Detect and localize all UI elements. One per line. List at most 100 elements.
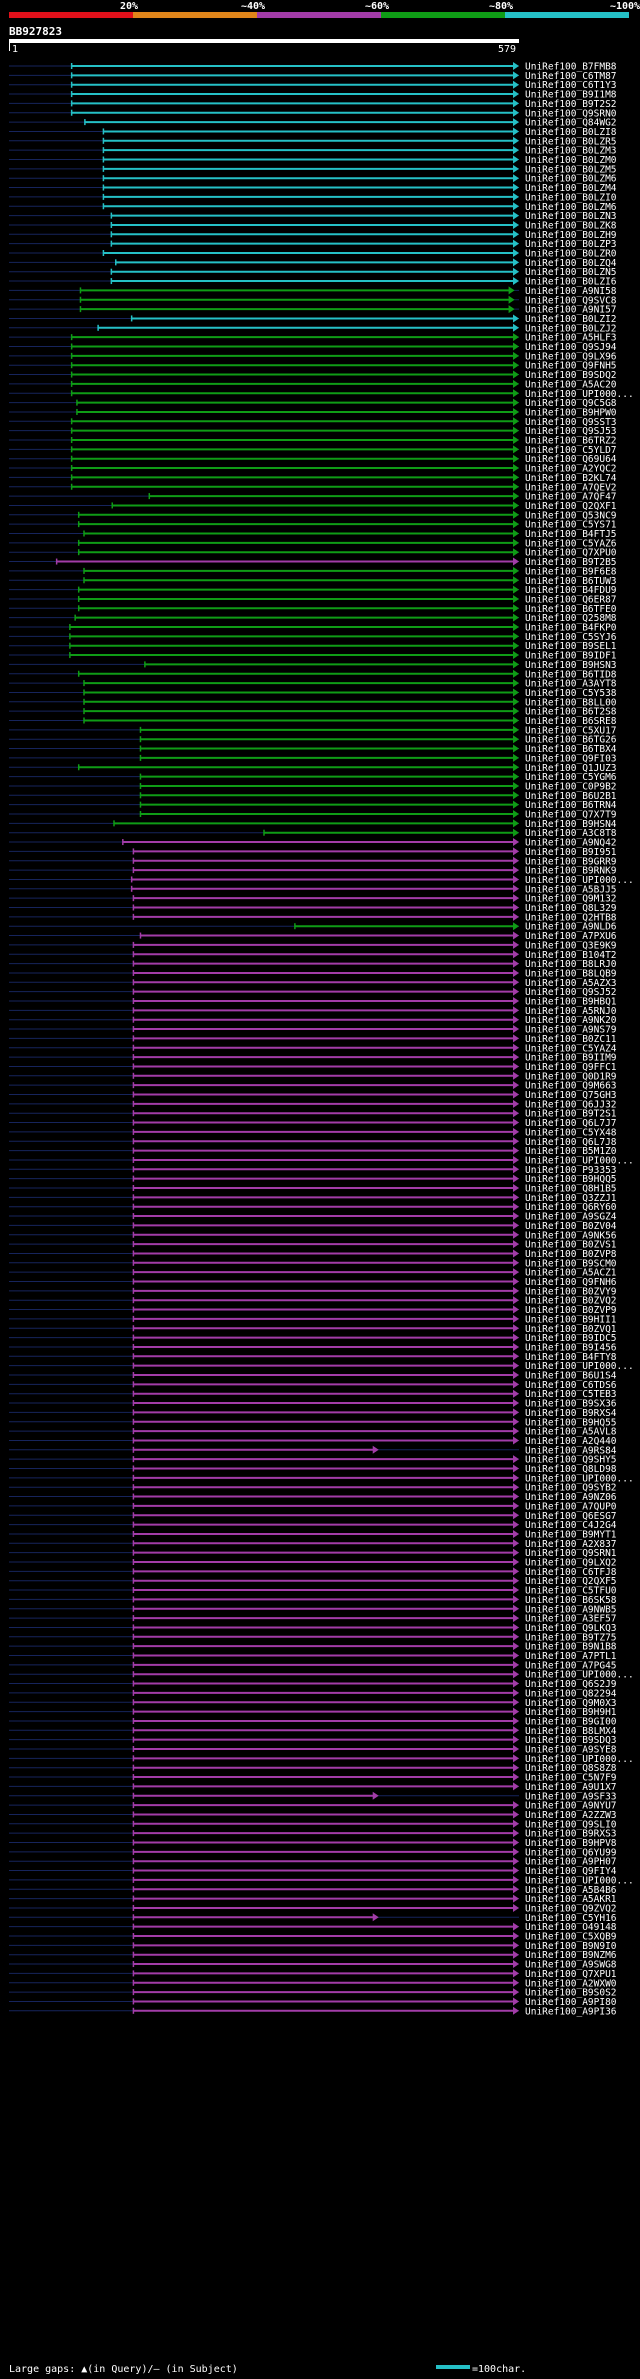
- hit-row[interactable]: UniRef100_B0ZC11: [9, 1034, 617, 1045]
- hit-label[interactable]: UniRef100_B6TFE0: [525, 604, 617, 615]
- hit-label[interactable]: UniRef100_C5SYJ6: [525, 632, 617, 643]
- hit-row[interactable]: UniRef100_B9SCM0: [9, 1258, 617, 1269]
- hit-row[interactable]: UniRef100_B0LZM4: [9, 183, 617, 194]
- hit-label[interactable]: UniRef100_Q6ESG7: [525, 1511, 617, 1522]
- hit-label[interactable]: UniRef100_Q1JUZ3: [525, 763, 617, 774]
- hit-row[interactable]: UniRef100_Q6RY60: [9, 1202, 617, 1213]
- hit-label[interactable]: UniRef100_Q82294: [525, 1688, 617, 1699]
- hit-row[interactable]: UniRef100_Q9SST3: [9, 417, 617, 428]
- hit-label[interactable]: UniRef100_A9SYE8: [525, 1745, 617, 1756]
- hit-row[interactable]: UniRef100_B0ZV04: [9, 1221, 617, 1232]
- hit-row[interactable]: UniRef100_Q6L7J8: [9, 1137, 617, 1148]
- hit-label[interactable]: UniRef100_A7PG45: [525, 1660, 617, 1671]
- hit-row[interactable]: UniRef100_A5AKR1: [9, 1894, 617, 1905]
- hit-row[interactable]: UniRef100_UPI000...: [9, 1875, 634, 1886]
- hit-row[interactable]: UniRef100_C5YGM6: [9, 772, 617, 783]
- hit-row[interactable]: UniRef100_B9HQQ5: [9, 1174, 617, 1185]
- hit-row[interactable]: UniRef100_C6T1Y3: [9, 80, 617, 91]
- hit-row[interactable]: UniRef100_A3C8T8: [9, 828, 617, 839]
- hit-label[interactable]: UniRef100_Q9SLI0: [525, 1819, 617, 1830]
- hit-label[interactable]: UniRef100_B0LZM0: [525, 155, 617, 166]
- hit-row[interactable]: UniRef100_Q69U64: [9, 454, 617, 465]
- hit-label[interactable]: UniRef100_B9HII1: [525, 1314, 617, 1325]
- hit-label[interactable]: UniRef100_B0LZQ4: [525, 258, 617, 269]
- hit-label[interactable]: UniRef100_C5YAZ4: [525, 1043, 617, 1054]
- hit-row[interactable]: UniRef100_C5N7F9: [9, 1773, 617, 1784]
- hit-label[interactable]: UniRef100_B9T2S1: [525, 1109, 617, 1120]
- hit-row[interactable]: UniRef100_A5BJJ5: [9, 884, 617, 895]
- hit-label[interactable]: UniRef100_B9RNK9: [525, 866, 617, 877]
- hit-row[interactable]: UniRef100_B0ZVP9: [9, 1305, 617, 1316]
- hit-row[interactable]: UniRef100_B9SDQ3: [9, 1735, 617, 1746]
- hit-row[interactable]: UniRef100_A3EF57: [9, 1614, 617, 1625]
- hit-row[interactable]: UniRef100_A2X837: [9, 1539, 617, 1550]
- hit-label[interactable]: UniRef100_C4J2G4: [525, 1520, 617, 1531]
- hit-label[interactable]: UniRef100_B9RXS4: [525, 1408, 617, 1419]
- hit-row[interactable]: UniRef100_UPI000...: [9, 1361, 634, 1372]
- hit-label[interactable]: UniRef100_B6TRN4: [525, 800, 617, 811]
- hit-label[interactable]: UniRef100_C5Y538: [525, 688, 617, 699]
- hit-label[interactable]: UniRef100_B4FTY8: [525, 1352, 617, 1363]
- hit-row[interactable]: UniRef100_B9I951: [9, 847, 617, 858]
- hit-row[interactable]: UniRef100_B0ZVP8: [9, 1249, 617, 1260]
- hit-label[interactable]: UniRef100_C5YAZ6: [525, 538, 617, 549]
- hit-row[interactable]: UniRef100_B8LL00: [9, 697, 617, 708]
- hit-label[interactable]: UniRef100_UPI000...: [525, 1155, 634, 1166]
- hit-row[interactable]: UniRef100_B9GI00: [9, 1716, 617, 1727]
- hit-label[interactable]: UniRef100_A9SWG8: [525, 1960, 617, 1971]
- hit-row[interactable]: UniRef100_Q9SLI0: [9, 1819, 617, 1830]
- hit-label[interactable]: UniRef100_UPI000...: [525, 1361, 634, 1372]
- hit-row[interactable]: UniRef100_Q7XPU1: [9, 1969, 617, 1980]
- hit-label[interactable]: UniRef100_Q6S2J9: [525, 1679, 617, 1690]
- hit-label[interactable]: UniRef100_Q9FIY4: [525, 1866, 617, 1877]
- hit-row[interactable]: UniRef100_C6TFJ8: [9, 1567, 617, 1578]
- hit-label[interactable]: UniRef100_A9NI57: [525, 305, 617, 316]
- hit-label[interactable]: UniRef100_A5BJJ5: [525, 884, 617, 895]
- hit-row[interactable]: UniRef100_B6T2S8: [9, 707, 617, 718]
- hit-label[interactable]: UniRef100_O49148: [525, 1922, 617, 1933]
- hit-row[interactable]: UniRef100_B0LZN5: [9, 267, 617, 278]
- hit-label[interactable]: UniRef100_A9NS79: [525, 1025, 617, 1036]
- hit-label[interactable]: UniRef100_B9HSN4: [525, 819, 617, 830]
- hit-label[interactable]: UniRef100_B0ZV04: [525, 1221, 617, 1232]
- hit-label[interactable]: UniRef100_Q9SHY5: [525, 1455, 617, 1466]
- hit-row[interactable]: UniRef100_C5YAZ6: [9, 538, 617, 549]
- hit-row[interactable]: UniRef100_A9NZ06: [9, 1492, 617, 1503]
- hit-label[interactable]: UniRef100_A5AC20: [525, 379, 617, 390]
- hit-row[interactable]: UniRef100_O49148: [9, 1922, 617, 1933]
- hit-label[interactable]: UniRef100_B6TG26: [525, 735, 617, 746]
- hit-row[interactable]: UniRef100_B6TBX4: [9, 744, 617, 755]
- hit-row[interactable]: UniRef100_A9PH07: [9, 1857, 617, 1868]
- hit-label[interactable]: UniRef100_C5TEB3: [525, 1389, 617, 1400]
- hit-row[interactable]: UniRef100_Q9SRN1: [9, 1548, 617, 1559]
- hit-label[interactable]: UniRef100_A3C8T8: [525, 828, 617, 839]
- hit-row[interactable]: UniRef100_B9S0S2: [9, 1988, 617, 1999]
- hit-row[interactable]: UniRef100_UPI000...: [9, 389, 634, 400]
- hit-label[interactable]: UniRef100_Q69U64: [525, 454, 617, 465]
- hit-row[interactable]: UniRef100_Q8L329: [9, 903, 617, 914]
- hit-row[interactable]: UniRef100_A9U1X7: [9, 1782, 617, 1793]
- hit-row[interactable]: UniRef100_B0LZM3: [9, 146, 617, 157]
- hit-row[interactable]: UniRef100_B0LZM0: [9, 155, 617, 166]
- hit-label[interactable]: UniRef100_B4FDU9: [525, 585, 617, 596]
- hit-label[interactable]: UniRef100_B6SK58: [525, 1595, 617, 1606]
- hit-label[interactable]: UniRef100_C5YGM6: [525, 772, 617, 783]
- hit-label[interactable]: UniRef100_C5YS71: [525, 520, 617, 531]
- hit-row[interactable]: UniRef100_B9HQ55: [9, 1417, 617, 1428]
- hit-label[interactable]: UniRef100_A2ZZW3: [525, 1810, 617, 1821]
- hit-row[interactable]: UniRef100_A5HLF3: [9, 333, 617, 344]
- hit-label[interactable]: UniRef100_A9PH07: [525, 1857, 617, 1868]
- hit-label[interactable]: UniRef100_B9HBQ1: [525, 997, 617, 1008]
- hit-row[interactable]: UniRef100_Q9FFC1: [9, 1062, 617, 1073]
- hit-row[interactable]: UniRef100_A9NI58: [9, 286, 617, 297]
- hit-row[interactable]: UniRef100_A7QF47: [9, 492, 617, 503]
- hit-label[interactable]: UniRef100_B9T2S2: [525, 99, 617, 110]
- hit-row[interactable]: UniRef100_Q2HTB8: [9, 912, 617, 923]
- hit-row[interactable]: UniRef100_B9T2S1: [9, 1109, 617, 1120]
- hit-label[interactable]: UniRef100_B9RXS3: [525, 1829, 617, 1840]
- hit-row[interactable]: UniRef100_B0LZJ2: [9, 323, 617, 334]
- hit-label[interactable]: UniRef100_Q9C5G8: [525, 398, 617, 409]
- hit-row[interactable]: UniRef100_Q6YU99: [9, 1847, 617, 1858]
- hit-label[interactable]: UniRef100_UPI000...: [525, 389, 634, 400]
- hit-label[interactable]: UniRef100_B8LQB9: [525, 968, 617, 979]
